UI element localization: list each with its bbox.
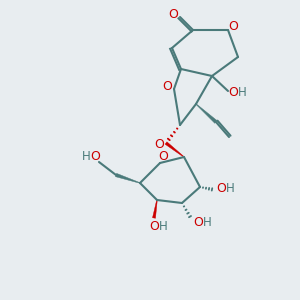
Text: O: O bbox=[90, 149, 100, 163]
Text: O: O bbox=[228, 20, 238, 32]
Polygon shape bbox=[152, 200, 157, 218]
Polygon shape bbox=[116, 173, 140, 183]
Text: O: O bbox=[154, 139, 164, 152]
Text: H: H bbox=[82, 149, 90, 163]
Text: O: O bbox=[149, 220, 159, 232]
Text: H: H bbox=[238, 86, 246, 100]
Text: O: O bbox=[168, 8, 178, 20]
Text: H: H bbox=[202, 215, 211, 229]
Text: O: O bbox=[158, 151, 168, 164]
Polygon shape bbox=[196, 104, 217, 123]
Polygon shape bbox=[165, 142, 184, 157]
Text: H: H bbox=[226, 182, 234, 194]
Text: O: O bbox=[228, 86, 238, 100]
Text: H: H bbox=[159, 220, 167, 232]
Text: O: O bbox=[193, 215, 203, 229]
Text: O: O bbox=[162, 80, 172, 94]
Text: O: O bbox=[216, 182, 226, 194]
